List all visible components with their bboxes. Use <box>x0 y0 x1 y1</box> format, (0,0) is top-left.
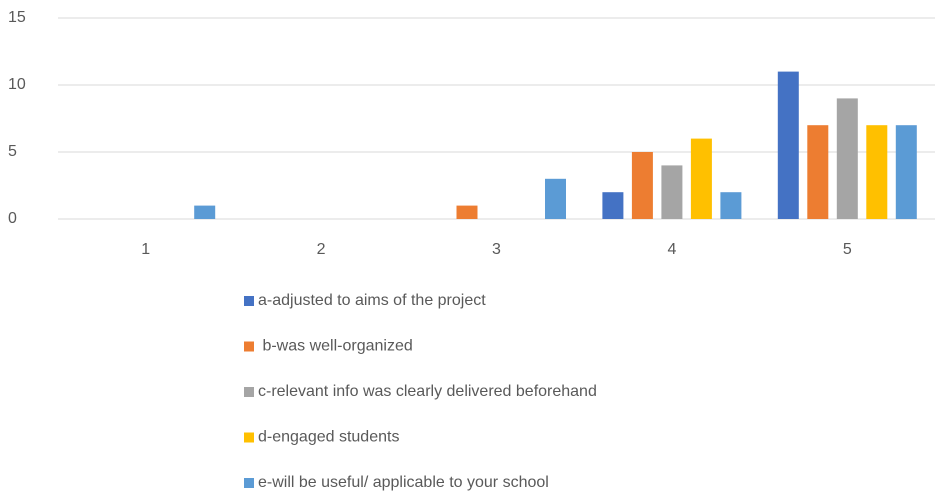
legend-label: e-will be useful/ applicable to your sch… <box>258 474 549 491</box>
bar <box>836 98 858 219</box>
bar <box>720 192 742 219</box>
x-tick-label: 5 <box>843 241 852 258</box>
bar <box>456 205 478 219</box>
legend-label: d-engaged students <box>258 429 399 446</box>
bar <box>194 205 216 219</box>
bar <box>777 71 799 219</box>
bar <box>807 125 829 219</box>
x-tick-label: 4 <box>667 241 676 258</box>
bar <box>661 165 683 219</box>
bar <box>866 125 888 219</box>
y-tick-label: 10 <box>8 76 26 93</box>
bar <box>631 152 653 219</box>
legend-swatch <box>244 432 254 443</box>
legend-swatch <box>244 478 254 488</box>
bar <box>690 138 712 219</box>
legend-swatch <box>244 296 254 306</box>
legend-label: a-adjusted to aims of the project <box>258 292 486 309</box>
x-tick-label: 1 <box>141 241 150 258</box>
bar <box>545 178 566 219</box>
x-tick-label: 2 <box>317 241 326 258</box>
bar <box>602 192 624 219</box>
legend-label: b-was well-organized <box>258 338 413 355</box>
y-tick-label: 0 <box>8 210 17 227</box>
y-tick-label: 15 <box>8 9 26 26</box>
x-tick-label: 3 <box>492 241 501 258</box>
legend-swatch <box>244 387 254 397</box>
legend-label: c-relevant info was clearly delivered be… <box>258 383 597 400</box>
bar <box>895 125 917 219</box>
legend-swatch <box>244 341 254 352</box>
y-tick-label: 5 <box>8 143 17 160</box>
